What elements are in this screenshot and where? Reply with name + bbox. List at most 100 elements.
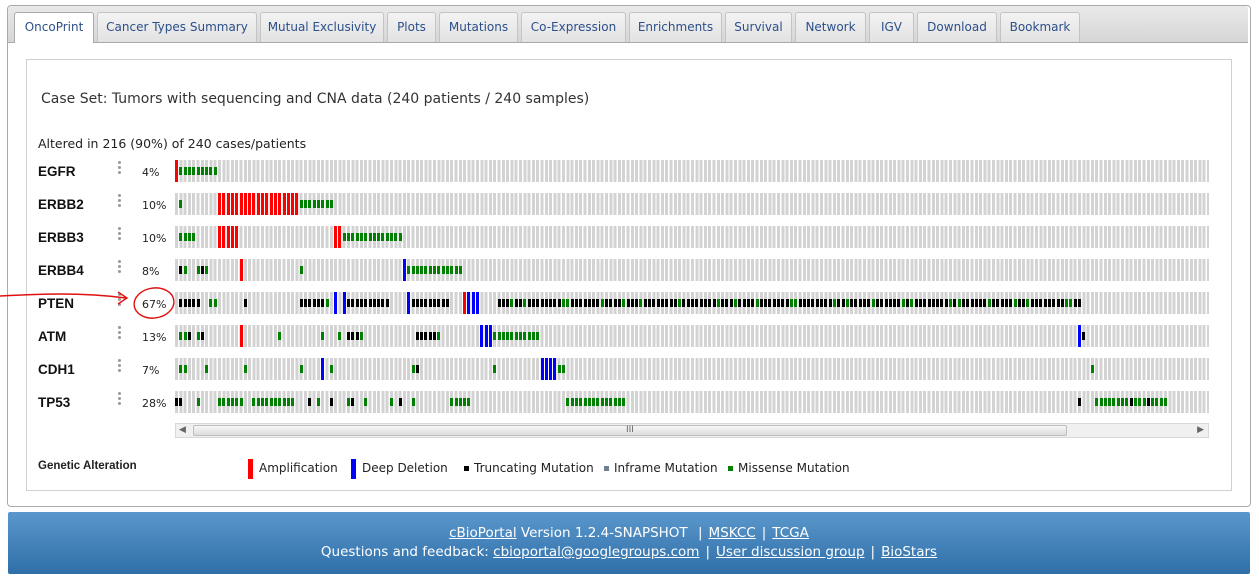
- alteration-mark: [729, 299, 733, 307]
- alteration-mark: [226, 398, 230, 406]
- tab-co-expression[interactable]: Co-Expression: [521, 12, 626, 42]
- tab-plots[interactable]: Plots: [387, 12, 436, 42]
- alteration-mark: [239, 398, 243, 406]
- alteration-mark: [351, 299, 355, 307]
- tab-survival[interactable]: Survival: [725, 12, 792, 42]
- row-menu-icon[interactable]: [116, 227, 124, 247]
- alteration-mark: [596, 398, 600, 406]
- email-link[interactable]: cbioportal@googlegroups.com: [493, 544, 700, 560]
- alteration-mark: [235, 193, 239, 215]
- alteration-mark: [484, 325, 488, 347]
- gene-label-atm[interactable]: ATM: [38, 329, 67, 344]
- gene-label-cdh1[interactable]: CDH1: [38, 362, 75, 377]
- legend-truncating-mutation: Truncating Mutation: [474, 461, 594, 475]
- alteration-mark: [832, 299, 836, 307]
- alteration-mark: [359, 299, 363, 307]
- discussion-group-link[interactable]: User discussion group: [716, 544, 865, 560]
- altered-percent: 13%: [142, 331, 167, 344]
- alteration-mark: [802, 299, 806, 307]
- alteration-mark: [858, 299, 862, 307]
- alteration-mark: [209, 299, 213, 307]
- alteration-mark: [424, 266, 428, 274]
- alteration-mark: [226, 193, 230, 215]
- tab-mutual-exclusivity[interactable]: Mutual Exclusivity: [260, 12, 384, 42]
- alteration-mark: [678, 299, 682, 307]
- alteration-mark: [454, 398, 458, 406]
- alteration-mark: [1030, 299, 1034, 307]
- oncoprint-track-cdh1[interactable]: [175, 358, 1209, 380]
- gene-label-tp53[interactable]: TP53: [38, 395, 71, 410]
- cbioportal-link[interactable]: cBioPortal: [449, 525, 517, 541]
- gene-label-erbb3[interactable]: ERBB3: [38, 230, 84, 245]
- alteration-mark: [510, 332, 514, 340]
- alteration-mark: [424, 332, 428, 340]
- alteration-mark: [566, 299, 570, 307]
- alteration-mark: [187, 299, 191, 307]
- alteration-mark: [785, 299, 789, 307]
- alteration-mark: [222, 398, 226, 406]
- alteration-mark: [175, 160, 178, 182]
- alteration-mark: [871, 299, 875, 307]
- alteration-mark: [372, 299, 376, 307]
- legend-title: Genetic Alteration: [38, 460, 137, 472]
- oncoprint-track-pten[interactable]: [175, 292, 1209, 314]
- scroll-thumb[interactable]: [193, 425, 1067, 436]
- alteration-mark: [476, 292, 479, 314]
- alteration-mark: [355, 332, 359, 340]
- tab-enrichments[interactable]: Enrichments: [629, 12, 722, 42]
- gene-label-pten[interactable]: PTEN: [38, 296, 75, 311]
- biostars-link[interactable]: BioStars: [881, 544, 938, 560]
- alteration-mark: [703, 299, 707, 307]
- alteration-mark: [562, 365, 565, 373]
- mskcc-link[interactable]: MSKCC: [708, 525, 756, 541]
- horizontal-scrollbar[interactable]: ◀ III ▶: [175, 423, 1209, 438]
- row-menu-icon[interactable]: [116, 392, 124, 412]
- alteration-mark: [347, 398, 350, 406]
- row-menu-icon[interactable]: [116, 260, 124, 280]
- alteration-mark: [574, 398, 578, 406]
- scroll-right-icon[interactable]: ▶: [1197, 425, 1204, 435]
- alteration-mark: [996, 299, 1000, 307]
- alteration-mark: [979, 299, 983, 307]
- alteration-mark: [854, 299, 858, 307]
- tab-download[interactable]: Download: [917, 12, 997, 42]
- alteration-mark: [437, 299, 441, 307]
- tab-bookmark[interactable]: Bookmark: [1000, 12, 1080, 42]
- alteration-mark: [514, 299, 518, 307]
- alteration-mark: [605, 398, 608, 406]
- oncoprint-track-erbb2[interactable]: [175, 193, 1209, 215]
- alteration-mark: [523, 299, 527, 307]
- oncoprint-track-egfr[interactable]: [175, 160, 1209, 182]
- oncoprint-track-atm[interactable]: [175, 325, 1209, 347]
- scroll-left-icon[interactable]: ◀: [179, 425, 186, 435]
- alteration-mark: [807, 299, 811, 307]
- tab-oncoprint[interactable]: OncoPrint: [14, 12, 94, 43]
- row-menu-icon[interactable]: [116, 161, 124, 181]
- altered-percent: 28%: [142, 397, 167, 410]
- legend-amplification: Amplification: [259, 461, 338, 475]
- gene-label-erbb4[interactable]: ERBB4: [38, 263, 84, 278]
- oncoprint-track-erbb4[interactable]: [175, 259, 1209, 281]
- alteration-mark: [1069, 299, 1073, 307]
- tab-mutations[interactable]: Mutations: [439, 12, 518, 42]
- tab-cancer-types-summary[interactable]: Cancer Types Summary: [97, 12, 257, 42]
- gene-label-egfr[interactable]: EGFR: [38, 164, 76, 179]
- alteration-mark: [372, 233, 376, 241]
- row-menu-icon[interactable]: [116, 359, 124, 379]
- row-menu-icon[interactable]: [116, 326, 124, 346]
- alteration-mark: [906, 299, 909, 307]
- row-menu-icon[interactable]: [116, 293, 124, 313]
- alteration-mark: [187, 233, 191, 241]
- alteration-mark: [278, 332, 282, 340]
- alteration-mark: [536, 299, 540, 307]
- oncoprint-track-erbb3[interactable]: [175, 226, 1209, 248]
- alteration-mark: [467, 292, 471, 314]
- oncoprint-track-tp53[interactable]: [175, 391, 1209, 413]
- alteration-mark: [1017, 299, 1021, 307]
- tcga-link[interactable]: TCGA: [772, 525, 809, 541]
- row-menu-icon[interactable]: [116, 194, 124, 214]
- tab-network[interactable]: Network: [795, 12, 866, 42]
- tab-igv[interactable]: IGV: [869, 12, 914, 42]
- alteration-mark: [1125, 398, 1129, 406]
- gene-label-erbb2[interactable]: ERBB2: [38, 197, 84, 212]
